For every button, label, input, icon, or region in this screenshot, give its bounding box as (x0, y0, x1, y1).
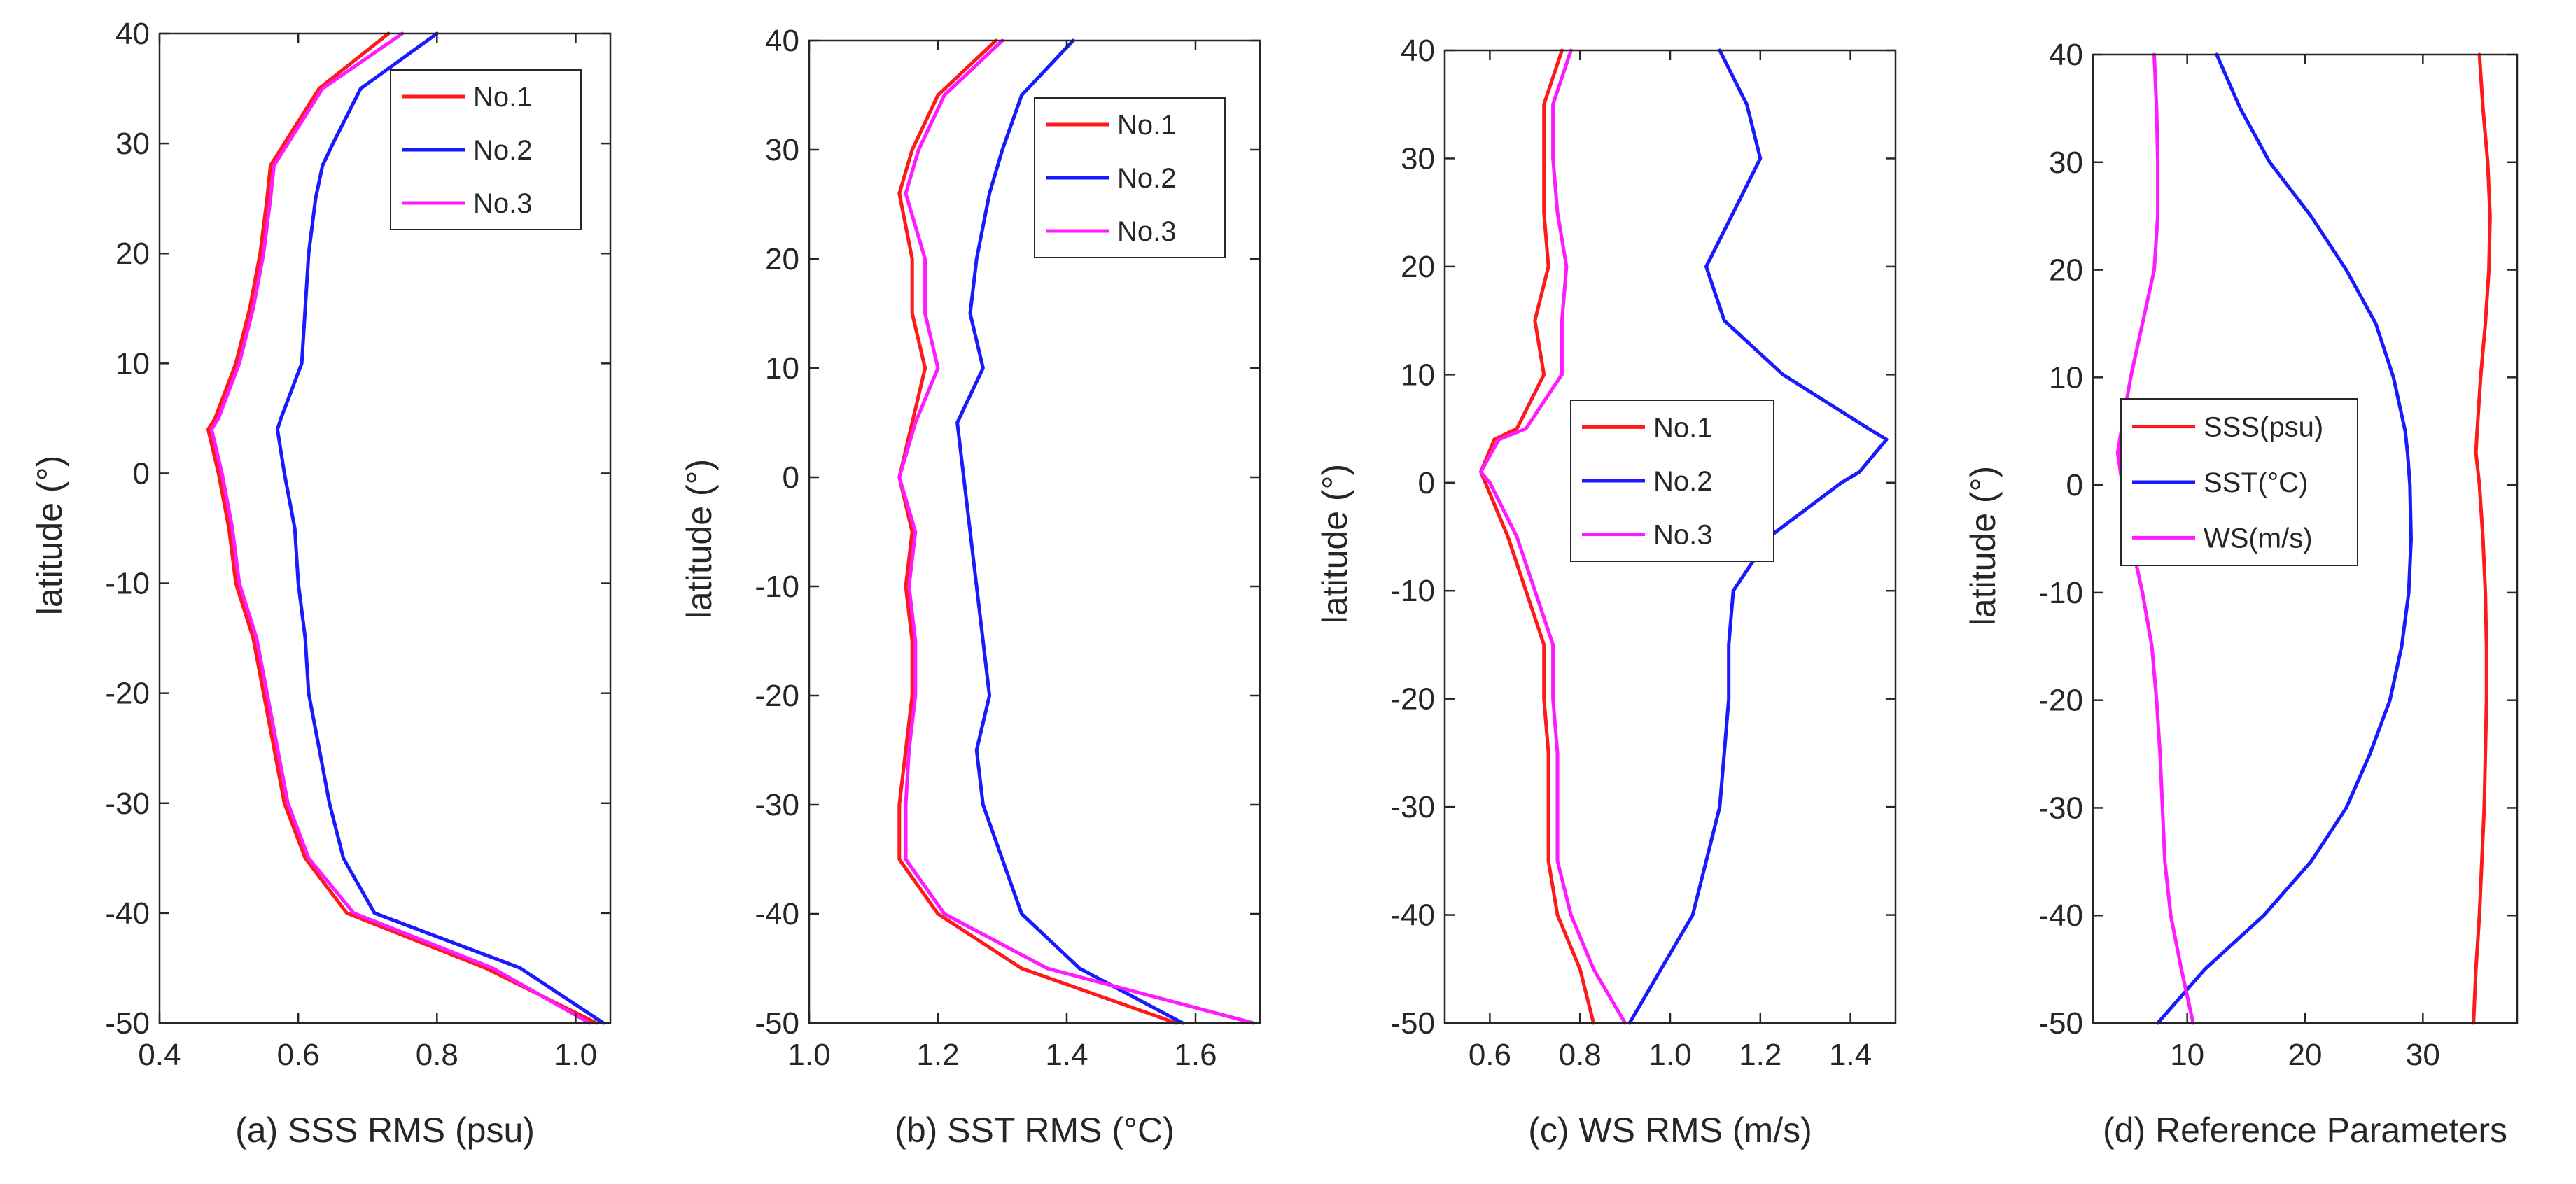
series-line-no-1 (1479, 48, 1595, 1025)
chart-panel-1: 0.4 0.6 0.8 1.0 -50 -40 -30 -20 -10 0 10 20 30 40 (a) … (30, 17, 612, 1150)
legend-label: SSS(psu) (2204, 412, 2323, 443)
y-tick-label: -40 (105, 896, 150, 931)
y-tick-label: 30 (2049, 146, 2083, 180)
y-tick-label: -50 (105, 1006, 150, 1041)
y-tick-label: 40 (765, 24, 799, 58)
x-tick-label: 0.6 (277, 1038, 320, 1072)
legend-label: No.3 (473, 188, 533, 219)
y-tick-label: -30 (2038, 791, 2083, 825)
series-line-sst-c (2156, 52, 2413, 1025)
y-tick-label: 0 (2066, 468, 2083, 502)
x-axis-label: (d) Reference Parameters (2103, 1111, 2507, 1150)
y-tick-label: 10 (2049, 360, 2083, 395)
y-tick-label: 20 (1401, 250, 1435, 284)
y-tick-label: 0 (133, 456, 150, 491)
x-tick-label: 1.4 (1045, 1038, 1088, 1072)
y-tick-label: -10 (2038, 576, 2083, 610)
axes-box (808, 39, 1261, 1024)
legend-label: No.1 (473, 82, 533, 113)
y-tick-label: 10 (1401, 358, 1435, 392)
x-tick-label: 1.0 (554, 1038, 597, 1072)
x-tick-label: 1.6 (1174, 1038, 1217, 1072)
series-line-no-1 (897, 38, 1178, 1025)
y-tick-label: -20 (1390, 682, 1435, 717)
legend-label: No.1 (1653, 412, 1713, 443)
y-tick-label: 40 (2049, 38, 2083, 72)
series-line-no-2 (1628, 48, 1889, 1025)
legend-label: No.3 (1653, 520, 1713, 551)
y-tick-label: -40 (2038, 898, 2083, 933)
y-tick-label: -30 (1390, 790, 1435, 824)
legend: SSS(psu) SST(°C) WS(m/s) (2120, 398, 2358, 566)
y-axis-label: latitude (°) (680, 459, 719, 619)
y-tick-label: -10 (755, 570, 799, 604)
x-tick-label: 0.8 (1559, 1038, 1602, 1072)
y-tick-label: 10 (765, 351, 799, 386)
y-tick-label: 0 (783, 460, 799, 495)
x-tick-label: 0.8 (416, 1038, 458, 1072)
x-tick-label: 1.2 (916, 1038, 959, 1072)
y-tick-label: -50 (1390, 1006, 1435, 1041)
y-tick-label: -40 (1390, 898, 1435, 933)
y-tick-label: 10 (115, 346, 150, 381)
x-tick-label: 30 (2406, 1038, 2440, 1072)
legend-label: WS(m/s) (2204, 523, 2313, 554)
y-tick-label: 20 (765, 242, 799, 276)
chart-panel-4: 10 20 30 -50 -40 -30 -20 -10 0 10 20 30 40 (d) Refere… (1963, 38, 2519, 1150)
legend-label: No.3 (1117, 216, 1177, 247)
legend-label: No.2 (473, 135, 533, 166)
x-tick-label: 0.4 (138, 1038, 181, 1072)
chart-panel-2: 1.0 1.2 1.4 1.6 -50 -40 -30 -20 -10 0 10 20 30 40 (b) … (680, 24, 1261, 1150)
y-tick-label: 20 (115, 237, 150, 271)
x-tick-label: 1.0 (788, 1038, 830, 1072)
y-axis-label: latitude (°) (1963, 466, 2003, 626)
series-line-no-1 (206, 31, 598, 1025)
x-tick-label: 0.6 (1469, 1038, 1511, 1072)
y-tick-label: 0 (1418, 466, 1435, 500)
axes-box (158, 32, 612, 1024)
y-tick-label: 30 (115, 127, 150, 161)
legend-label: SST(°C) (2204, 467, 2308, 498)
x-axis-label: (c) WS RMS (m/s) (1528, 1111, 1812, 1150)
y-tick-label: -20 (2038, 684, 2083, 718)
y-axis-label: latitude (°) (30, 456, 69, 615)
x-tick-label: 1.0 (1648, 1038, 1691, 1072)
y-tick-label: -30 (105, 787, 150, 821)
x-axis-label: (b) SST RMS (°C) (895, 1111, 1175, 1150)
series-line-no-3 (209, 31, 592, 1025)
y-tick-label: -20 (755, 679, 799, 713)
y-tick-label: -10 (105, 567, 150, 601)
y-tick-label: 30 (765, 133, 799, 167)
chart-panel-3: 0.6 0.8 1.0 1.2 1.4 -50 -40 -30 -20 -10 0 10 20 30 40 (… (1315, 34, 1897, 1150)
y-tick-label: -50 (755, 1006, 799, 1041)
x-tick-label: 1.4 (1829, 1038, 1872, 1072)
x-tick-label: 20 (2288, 1038, 2323, 1072)
y-tick-label: 30 (1401, 141, 1435, 176)
y-tick-label: -50 (2038, 1006, 2083, 1041)
legend: No.1 No.2 No.3 (1034, 97, 1226, 258)
series-line-no-2 (275, 31, 606, 1025)
series-line-sss-psu (2472, 52, 2492, 1025)
x-axis-label: (a) SSS RMS (psu) (235, 1111, 535, 1150)
y-tick-label: -40 (755, 897, 799, 931)
y-tick-label: 40 (115, 17, 150, 51)
legend: No.1 No.2 No.3 (1570, 400, 1774, 562)
legend-label: No.2 (1653, 466, 1713, 497)
x-tick-label: 1.2 (1739, 1038, 1782, 1072)
y-tick-label: -30 (755, 788, 799, 822)
legend-label: No.1 (1117, 110, 1177, 141)
y-tick-label: 20 (2049, 253, 2083, 288)
series-line-no-3 (1479, 48, 1628, 1025)
series-line-no-3 (897, 38, 1256, 1025)
y-tick-label: -10 (1390, 574, 1435, 608)
legend-label: No.2 (1117, 163, 1177, 194)
series-line-no-2 (955, 38, 1185, 1025)
y-tick-label: -20 (105, 677, 150, 711)
y-tick-label: 40 (1401, 34, 1435, 68)
y-axis-label: latitude (°) (1315, 464, 1354, 623)
legend: No.1 No.2 No.3 (390, 69, 582, 230)
x-tick-label: 10 (2170, 1038, 2204, 1072)
